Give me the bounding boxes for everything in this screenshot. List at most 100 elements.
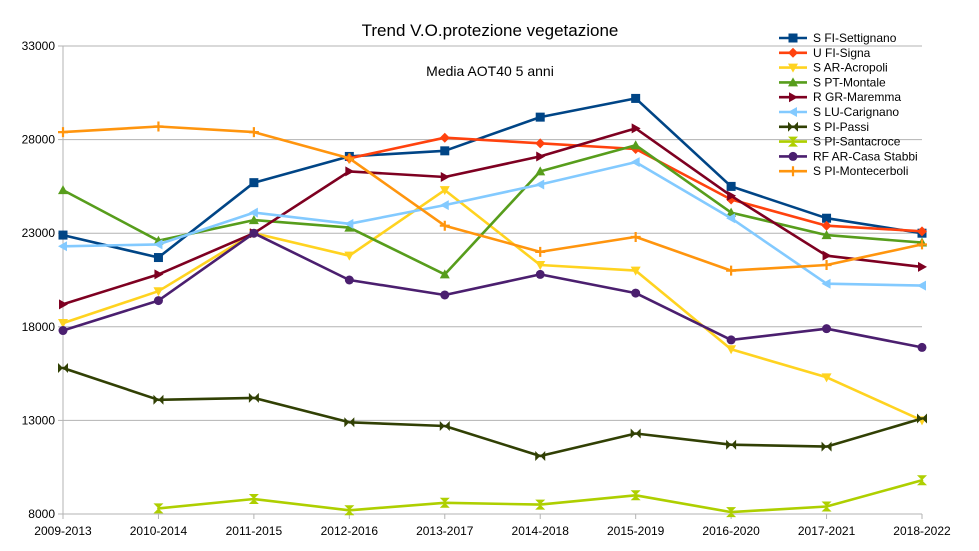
data-point bbox=[630, 157, 640, 168]
data-point bbox=[249, 178, 259, 188]
x-tick-label: 2018-2022 bbox=[893, 524, 951, 538]
series-line bbox=[61, 160, 924, 287]
data-point bbox=[630, 231, 641, 242]
data-point bbox=[248, 207, 258, 218]
data-point bbox=[58, 127, 68, 138]
data-point bbox=[153, 394, 164, 405]
legend-item: S FI-Settignano bbox=[779, 31, 897, 45]
data-point bbox=[917, 239, 927, 250]
y-tick-label: 8000 bbox=[28, 507, 55, 521]
data-point bbox=[439, 186, 450, 196]
legend-label: S PI-Montecerboli bbox=[813, 164, 908, 178]
data-point bbox=[917, 413, 927, 424]
series-0 bbox=[58, 93, 927, 263]
data-point bbox=[630, 266, 641, 276]
data-point bbox=[631, 288, 641, 298]
data-point bbox=[248, 392, 259, 403]
data-point bbox=[440, 146, 450, 156]
data-point bbox=[344, 417, 355, 428]
data-point bbox=[344, 218, 354, 229]
data-point bbox=[726, 335, 736, 345]
data-point bbox=[439, 421, 450, 432]
data-point bbox=[821, 220, 832, 231]
data-point bbox=[726, 213, 736, 224]
series-9 bbox=[58, 121, 927, 276]
data-point bbox=[821, 373, 832, 383]
series-line bbox=[61, 143, 924, 276]
data-point bbox=[440, 290, 450, 300]
legend-marker bbox=[788, 107, 797, 117]
data-point bbox=[630, 140, 641, 150]
legend-item: S PT-Montale bbox=[779, 75, 886, 89]
y-tick-label: 13000 bbox=[22, 413, 56, 427]
legend-marker bbox=[788, 63, 798, 73]
data-point bbox=[917, 280, 926, 291]
data-point bbox=[249, 228, 259, 238]
data-point bbox=[535, 269, 545, 279]
legend-marker bbox=[788, 136, 798, 147]
legend-label: S PI-Passi bbox=[813, 120, 869, 134]
legend-marker bbox=[788, 77, 798, 87]
data-point bbox=[726, 507, 737, 518]
legend-label: R GR-Maremma bbox=[813, 90, 901, 104]
data-point bbox=[154, 269, 164, 280]
x-tick-label: 2013-2017 bbox=[416, 524, 474, 538]
legend-label: S FI-Settignano bbox=[813, 31, 897, 45]
data-point bbox=[822, 213, 832, 223]
series-line bbox=[61, 127, 924, 306]
series-line bbox=[61, 125, 924, 272]
data-point bbox=[535, 261, 546, 271]
data-point bbox=[344, 251, 355, 261]
series-line bbox=[61, 231, 924, 349]
legend-marker bbox=[789, 92, 798, 103]
data-point bbox=[917, 226, 927, 237]
data-point bbox=[58, 230, 68, 240]
x-tick-label: 2015-2019 bbox=[607, 524, 665, 538]
data-point bbox=[631, 93, 641, 103]
series-4 bbox=[59, 123, 927, 310]
data-point bbox=[535, 138, 546, 149]
data-point bbox=[726, 345, 737, 355]
series-group bbox=[58, 93, 927, 518]
data-point bbox=[153, 296, 163, 306]
chart-title: Trend V.O.protezione vegetazione bbox=[362, 21, 619, 40]
data-point bbox=[153, 253, 163, 263]
data-point bbox=[630, 490, 641, 501]
y-tick-label: 23000 bbox=[22, 226, 56, 240]
x-tick-label: 2011-2015 bbox=[226, 524, 283, 538]
data-point bbox=[535, 246, 546, 257]
data-point bbox=[821, 260, 832, 271]
x-tick-label: 2017-2021 bbox=[798, 524, 856, 538]
data-point bbox=[536, 151, 546, 162]
data-point bbox=[821, 230, 832, 240]
legend-label: S PT-Montale bbox=[813, 75, 886, 89]
legend-marker bbox=[788, 121, 798, 132]
x-tick-label: 2012-2016 bbox=[321, 524, 379, 538]
legend-item: RF AR-Casa Stabbi bbox=[779, 149, 918, 163]
data-point bbox=[535, 179, 545, 190]
y-tick-label: 18000 bbox=[22, 320, 56, 334]
data-point bbox=[344, 275, 354, 285]
data-point bbox=[440, 172, 450, 183]
data-point bbox=[58, 326, 68, 336]
data-point bbox=[344, 222, 355, 232]
x-tick-label: 2010-2014 bbox=[130, 524, 188, 538]
legend-label: S AR-Acropoli bbox=[813, 61, 888, 75]
data-point bbox=[631, 123, 641, 134]
y-tick-label: 33000 bbox=[22, 39, 56, 53]
x-tick-label: 2009-2013 bbox=[34, 524, 92, 538]
chart-subtitle: Media AOT40 5 anni bbox=[426, 63, 554, 79]
data-point bbox=[821, 278, 831, 289]
data-point bbox=[918, 261, 927, 272]
legend-marker bbox=[788, 151, 798, 161]
data-point bbox=[535, 112, 545, 122]
data-point bbox=[248, 127, 259, 138]
data-point bbox=[344, 505, 355, 516]
y-tick-label: 28000 bbox=[22, 133, 56, 147]
data-point bbox=[727, 190, 737, 201]
legend-label: U FI-Signa bbox=[813, 46, 871, 60]
legend-item: R GR-Maremma bbox=[779, 90, 901, 104]
data-point bbox=[59, 299, 68, 310]
data-point bbox=[822, 250, 832, 261]
